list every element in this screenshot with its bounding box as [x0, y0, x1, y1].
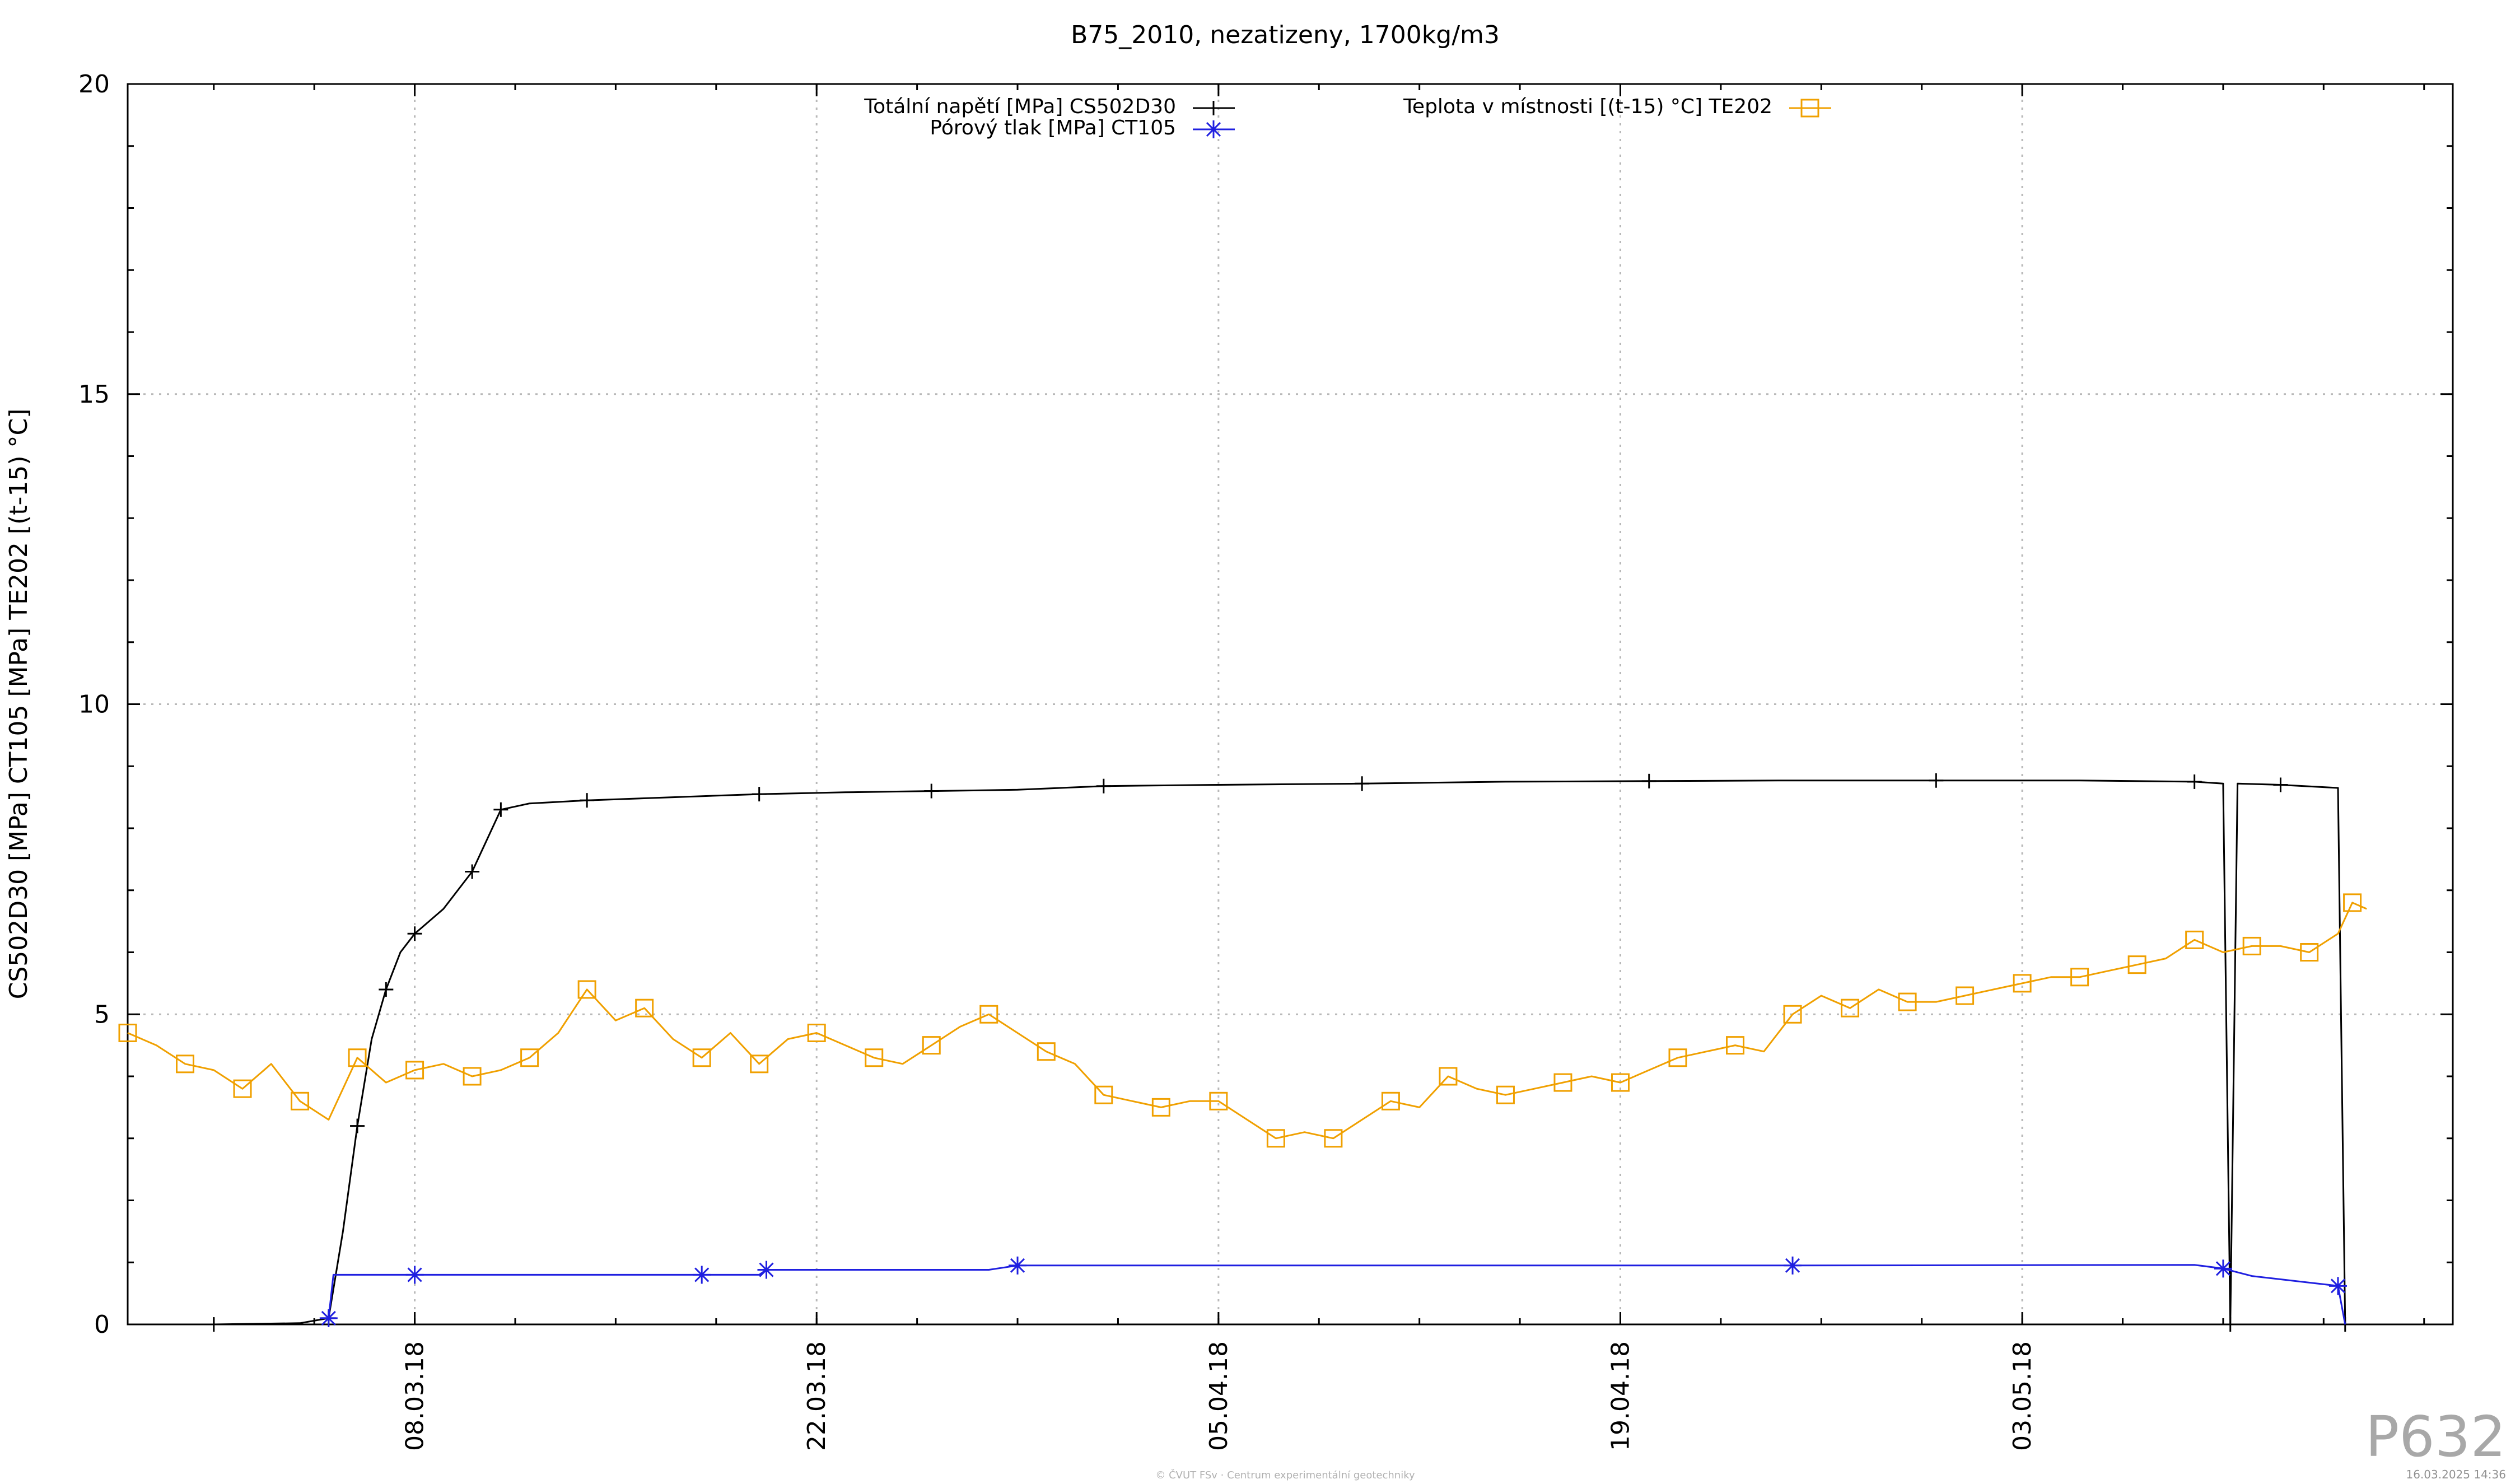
data-point-room-temperature [233, 1079, 252, 1098]
data-point-room-temperature [979, 1005, 998, 1024]
data-point-total-stress [2187, 774, 2202, 789]
data-point-room-temperature [1037, 1042, 1056, 1061]
data-point-room-temperature [1439, 1067, 1458, 1086]
data-point-total-stress [465, 864, 480, 879]
data-point-room-temperature [1496, 1085, 1515, 1104]
data-point-room-temperature [2185, 930, 2204, 949]
y-tick-label: 10 [78, 690, 110, 719]
data-point-room-temperature [1898, 992, 1917, 1011]
data-point-pore-pressure [2328, 1277, 2347, 1295]
data-point-total-stress [2273, 777, 2288, 792]
x-tick-label: 03.05.18 [2008, 1341, 2037, 1451]
data-point-room-temperature [1553, 1073, 1572, 1092]
data-point-room-temperature [1726, 1036, 1745, 1055]
data-point-room-temperature [176, 1054, 195, 1074]
legend-label-total-stress: Totální napětí [MPa] CS502D30 [864, 95, 1176, 118]
y-tick-labels: 0 5 10 15 20 [78, 70, 110, 1339]
series-line-pore-pressure [328, 1264, 2346, 1325]
x-tick-label: 08.03.18 [401, 1341, 430, 1451]
data-point-room-temperature [2343, 893, 2362, 912]
legend-marker-pore-pressure [1205, 120, 1222, 138]
data-point-room-temperature [463, 1067, 482, 1086]
series-line-total-stress [213, 780, 2346, 1326]
x-tick-labels: 08.03.18 22.03.18 05.04.18 19.04.18 03.05.18 [401, 1341, 2037, 1451]
data-point-room-temperature [1783, 1005, 1802, 1024]
data-point-room-temperature [2300, 943, 2319, 962]
data-point-room-temperature [807, 1023, 826, 1042]
data-point-room-temperature [2127, 955, 2146, 974]
footer-timestamp: 16.03.2025 14:36 [2406, 1468, 2506, 1481]
y-tick-label: 20 [78, 70, 110, 99]
series-layer [118, 773, 2367, 1332]
series-pore-pressure [319, 1256, 2347, 1327]
y-tick-label: 0 [94, 1310, 110, 1339]
data-point-total-stress [924, 783, 939, 799]
data-point-total-stress [1355, 776, 1370, 791]
data-point-total-stress [379, 982, 394, 997]
data-point-total-stress [1641, 773, 1656, 788]
data-point-room-temperature [1381, 1091, 1400, 1110]
data-point-pore-pressure [1009, 1256, 1027, 1275]
x-tick-label: 22.03.18 [802, 1341, 831, 1451]
data-point-total-stress [2223, 1317, 2238, 1332]
x-tick-label: 05.04.18 [1205, 1341, 1233, 1451]
data-point-pore-pressure [693, 1266, 711, 1284]
data-point-room-temperature [1956, 986, 1975, 1005]
series-room-temperature [118, 893, 2367, 1148]
data-point-room-temperature [750, 1054, 769, 1074]
series-line-room-temperature [127, 902, 2367, 1140]
data-point-pore-pressure [2214, 1259, 2232, 1278]
chart-title: B75_2010, nezatizeny, 1700kg/m3 [1071, 21, 1500, 49]
data-point-total-stress [493, 802, 508, 817]
watermark: P632 [2365, 1404, 2506, 1469]
data-point-total-stress [1929, 773, 1944, 788]
grid-lines [128, 84, 2453, 1324]
footer-credit: © ČVUT FSv · Centrum experimentální geot… [1155, 1469, 1415, 1481]
y-tick-label: 5 [94, 1000, 110, 1029]
series-total-stress [206, 773, 2353, 1332]
data-point-room-temperature [635, 998, 654, 1018]
x-tick-label: 19.04.18 [1606, 1341, 1635, 1451]
data-point-total-stress [350, 1118, 365, 1133]
axis-ticks [128, 83, 2453, 1326]
data-point-room-temperature [1151, 1098, 1170, 1117]
data-point-room-temperature [2013, 974, 2032, 993]
data-point-room-temperature [1668, 1048, 1687, 1067]
data-point-total-stress [752, 787, 767, 802]
data-point-room-temperature [1611, 1073, 1630, 1092]
data-point-room-temperature [1841, 998, 1860, 1018]
data-point-room-temperature [577, 980, 596, 999]
data-point-room-temperature [1094, 1085, 1113, 1104]
data-point-room-temperature [1209, 1091, 1228, 1110]
data-point-room-temperature [692, 1048, 711, 1067]
data-point-room-temperature [348, 1048, 367, 1067]
data-point-room-temperature [2242, 936, 2261, 955]
legend-marker-total-stress [1206, 101, 1221, 115]
data-point-room-temperature [865, 1048, 884, 1067]
data-point-pore-pressure [405, 1266, 424, 1284]
y-tick-label: 15 [78, 380, 110, 409]
data-point-total-stress [580, 793, 595, 808]
data-point-total-stress [1096, 778, 1111, 794]
data-point-room-temperature [2070, 968, 2089, 987]
data-point-total-stress [407, 926, 422, 941]
data-point-room-temperature [405, 1061, 424, 1080]
legend-label-room-temperature: Teplota v místnosti [(t-15) °C] TE202 [1403, 95, 1772, 118]
data-point-total-stress [206, 1317, 221, 1332]
data-point-pore-pressure [319, 1309, 338, 1327]
data-point-room-temperature [291, 1091, 310, 1110]
data-point-pore-pressure [757, 1261, 776, 1279]
data-point-room-temperature [520, 1048, 539, 1067]
data-point-room-temperature [922, 1036, 941, 1055]
legend-marker-room-temperature [1800, 99, 1819, 118]
legend-label-pore-pressure: Pórový tlak [MPa] CT105 [930, 116, 1176, 139]
data-point-room-temperature [1324, 1129, 1343, 1148]
y-axis-label: CS502D30 [MPa] CT105 [MPa] TE202 [(t-15)… [4, 409, 33, 1000]
data-point-room-temperature [118, 1023, 137, 1042]
data-point-pore-pressure [1784, 1256, 1802, 1275]
legend: Totální napětí [MPa] CS502D30 Pórový tla… [864, 95, 1831, 139]
data-point-room-temperature [1266, 1129, 1285, 1148]
